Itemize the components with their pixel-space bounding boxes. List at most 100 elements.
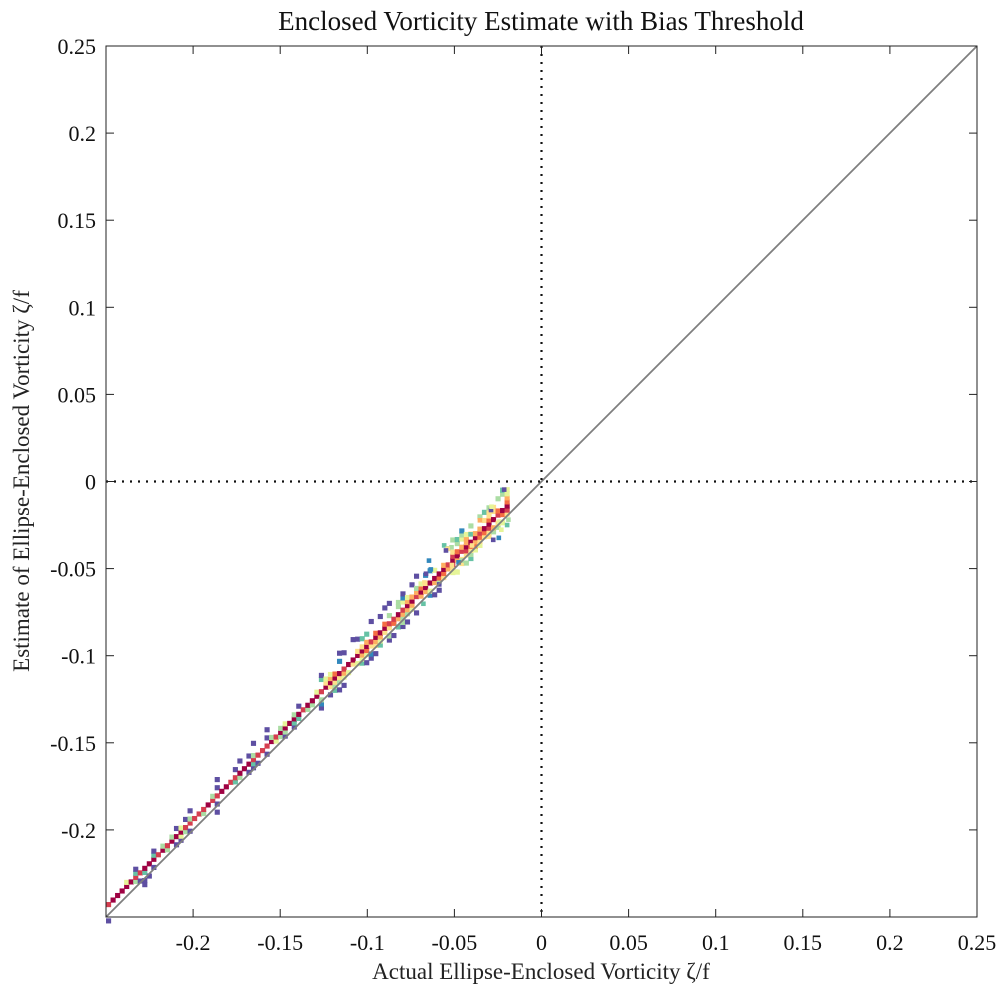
heatmap-cell (291, 724, 297, 730)
heatmap-cell (404, 594, 411, 601)
heatmap-cells (106, 487, 511, 924)
heatmap-cell (441, 575, 447, 581)
heatmap-cell (160, 847, 166, 853)
heatmap-cell (187, 816, 193, 822)
heatmap-cell (477, 534, 483, 540)
heatmap-cell (421, 601, 426, 607)
heatmap-cell (463, 560, 469, 566)
heatmap-cell (128, 879, 134, 885)
heatmap-cell (364, 647, 370, 654)
heatmap-cell (490, 529, 497, 535)
heatmap-cell (454, 549, 460, 555)
x-axis-label: Actual Ellipse-Enclosed Vorticity ζ/f (372, 959, 710, 984)
heatmap-cell (359, 652, 365, 658)
heatmap-cell (495, 496, 501, 502)
heatmap-cell (404, 603, 411, 609)
heatmap-cell (400, 595, 406, 601)
heatmap-cell (499, 527, 504, 533)
heatmap-cell (359, 644, 365, 650)
heatmap-cell (296, 711, 302, 717)
heatmap-cell (110, 897, 116, 903)
x-tick-label: -0.1 (350, 930, 385, 955)
heatmap-cell (250, 757, 257, 763)
heatmap-cell (173, 834, 180, 840)
heatmap-cell (278, 725, 284, 731)
heatmap-cell (504, 511, 510, 517)
heatmap-cell (332, 683, 338, 689)
heatmap-cell (196, 811, 202, 817)
heatmap-cell (504, 503, 510, 509)
heatmap-cell (450, 570, 456, 576)
heatmap-cell (436, 587, 442, 593)
heatmap-cell (250, 765, 257, 771)
heatmap-cell (413, 594, 420, 600)
heatmap-cell (472, 531, 478, 537)
heatmap-cell (228, 779, 234, 785)
heatmap-cell (250, 761, 257, 767)
heatmap-cell (133, 870, 139, 876)
heatmap-cell (318, 705, 324, 711)
y-axis-ticks: 0.25 0.2 0.15 0.1 0.05 0 -0.05 -0.1 -0.15 -0.2 (50, 34, 977, 843)
heatmap-cell (124, 883, 130, 890)
heatmap-cell (187, 820, 193, 826)
heatmap-cell (504, 507, 510, 513)
heatmap-cell (327, 692, 334, 698)
heatmap-cell (490, 537, 496, 543)
heatmap-cell (368, 643, 374, 649)
heatmap-cell (432, 567, 438, 573)
heatmap-cell (264, 743, 270, 749)
heatmap-cell (418, 585, 424, 591)
heatmap-cell (368, 655, 374, 661)
heatmap-cell (382, 621, 388, 627)
heatmap-cell (472, 543, 478, 549)
heatmap-cell (106, 902, 112, 908)
heatmap-cell (400, 599, 406, 605)
heatmap-cell (187, 808, 193, 814)
heatmap-cell (386, 637, 392, 643)
heatmap-cell (386, 633, 392, 639)
heatmap-cell (318, 676, 324, 683)
heatmap-cell (500, 512, 506, 518)
y-tick-label: 0.05 (58, 382, 97, 407)
heatmap-cell (409, 598, 415, 604)
y-tick-label: -0.15 (50, 731, 96, 756)
reference-lines (105, 45, 978, 918)
heatmap-cell (232, 767, 238, 773)
heatmap-cell (183, 816, 189, 822)
heatmap-cell (359, 656, 365, 662)
heatmap-cell (336, 658, 343, 664)
heatmap-cell (377, 642, 383, 648)
heatmap-cell (350, 661, 356, 667)
heatmap-cell (450, 565, 456, 572)
heatmap-cell (350, 657, 356, 663)
heatmap-cell (409, 582, 415, 588)
heatmap-cell (404, 599, 411, 605)
heatmap-cell (178, 825, 184, 831)
heatmap-cell (250, 740, 257, 746)
heatmap-cell (146, 861, 152, 867)
heatmap-cell (318, 672, 324, 678)
x-tick-label: -0.2 (176, 930, 211, 955)
heatmap-cell (490, 517, 497, 523)
heatmap-cell (432, 575, 438, 582)
heatmap-cell (501, 487, 507, 492)
heatmap-cell (472, 535, 478, 541)
heatmap-cell (255, 752, 261, 758)
heatmap-cell (459, 532, 465, 538)
heatmap-cell (341, 670, 347, 676)
heatmap-cell (432, 579, 438, 586)
heatmap-cell (469, 543, 475, 548)
heatmap-cell (355, 661, 361, 667)
heatmap-cell (468, 532, 473, 537)
heatmap-cell (441, 543, 447, 548)
heatmap-cell (173, 842, 180, 848)
y-tick-label: 0.1 (69, 295, 97, 320)
heatmap-cell (477, 530, 483, 536)
x-tick-label: 0.05 (609, 930, 648, 955)
heatmap-cell (269, 738, 275, 745)
heatmap-cell (278, 733, 284, 740)
heatmap-cell (477, 514, 483, 520)
heatmap-cell (169, 838, 175, 844)
heatmap-cell (481, 509, 488, 515)
